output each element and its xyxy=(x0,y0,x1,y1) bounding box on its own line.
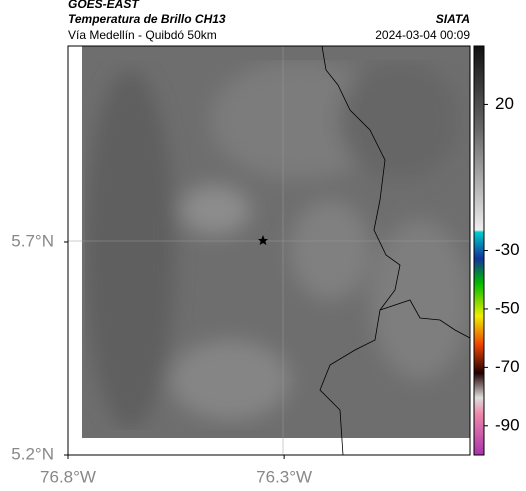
source: SIATA xyxy=(436,12,470,26)
colorbar-tick-label: -90 xyxy=(495,415,520,434)
colorbar-tick-label: -30 xyxy=(495,240,520,259)
title: GOES-EAST xyxy=(68,0,140,11)
colorbar-tick-label: -50 xyxy=(495,298,520,317)
subtitle: Temperatura de Brillo CH13 xyxy=(68,12,226,26)
y-tick-label: 5.7°N xyxy=(11,231,54,250)
colorbar xyxy=(473,45,485,456)
x-tick-label: 76.8°W xyxy=(40,467,96,486)
x-tick-label: 76.3°W xyxy=(256,467,312,486)
colorbar-tick-label: -70 xyxy=(495,357,520,376)
colorbar-tick-label: 20 xyxy=(495,94,514,113)
timestamp: 2024-03-04 00:09 xyxy=(375,28,470,42)
y-tick-label: 5.2°N xyxy=(11,444,54,463)
region: Vía Medellín - Quibdó 50km xyxy=(68,28,217,42)
map-image xyxy=(67,45,471,456)
